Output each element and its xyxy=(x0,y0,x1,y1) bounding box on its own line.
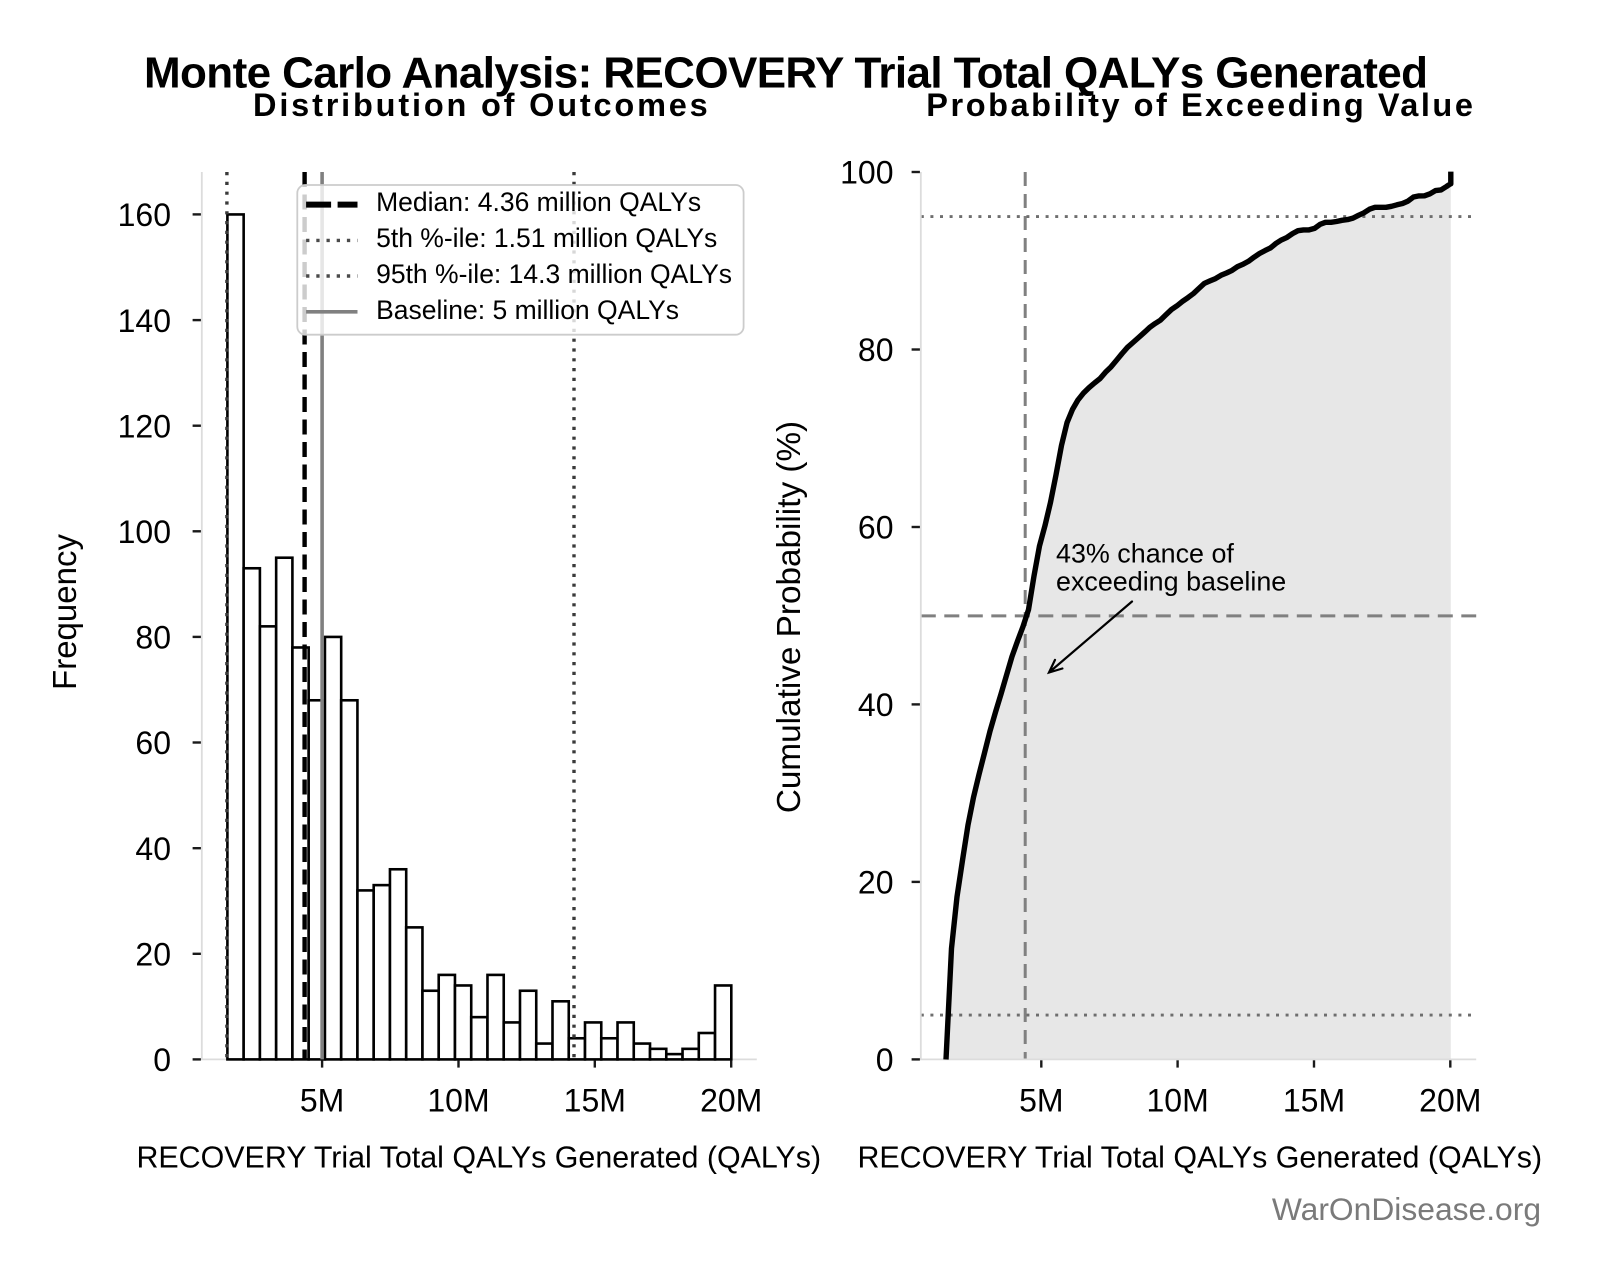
svg-text:43% chance of: 43% chance of xyxy=(1056,539,1234,569)
svg-text:RECOVERY Trial Total QALYs Gen: RECOVERY Trial Total QALYs Generated (QA… xyxy=(857,1141,1542,1175)
svg-text:60: 60 xyxy=(858,510,894,546)
svg-text:100: 100 xyxy=(840,155,893,191)
svg-text:15M: 15M xyxy=(564,1083,626,1119)
svg-text:120: 120 xyxy=(118,408,171,444)
svg-text:RECOVERY Trial Total QALYs Gen: RECOVERY Trial Total QALYs Generated (QA… xyxy=(136,1141,821,1175)
svg-text:160: 160 xyxy=(118,197,171,233)
svg-text:0: 0 xyxy=(153,1042,171,1078)
svg-text:exceeding baseline: exceeding baseline xyxy=(1056,567,1286,597)
svg-text:20: 20 xyxy=(858,865,894,901)
svg-text:Cumulative Probability (%): Cumulative Probability (%) xyxy=(771,421,808,813)
svg-text:Probability of Exceeding Value: Probability of Exceeding Value xyxy=(926,87,1473,123)
svg-text:5M: 5M xyxy=(300,1083,344,1119)
svg-text:10M: 10M xyxy=(1146,1083,1208,1119)
svg-text:20M: 20M xyxy=(1419,1083,1481,1119)
svg-text:40: 40 xyxy=(135,831,171,867)
svg-text:100: 100 xyxy=(118,514,171,550)
svg-text:Distribution of Outcomes: Distribution of Outcomes xyxy=(253,87,708,123)
svg-text:20M: 20M xyxy=(700,1083,762,1119)
svg-text:Monte Carlo Analysis: RECOVERY: Monte Carlo Analysis: RECOVERY Trial Tot… xyxy=(144,49,1428,98)
svg-text:0: 0 xyxy=(876,1042,894,1078)
svg-text:80: 80 xyxy=(135,620,171,656)
svg-text:15M: 15M xyxy=(1283,1083,1345,1119)
svg-text:Baseline: 5 million QALYs: Baseline: 5 million QALYs xyxy=(376,295,679,325)
svg-text:Median: 4.36 million QALYs: Median: 4.36 million QALYs xyxy=(376,187,701,217)
svg-text:5th %-ile: 1.51 million QALYs: 5th %-ile: 1.51 million QALYs xyxy=(376,223,717,253)
svg-text:Frequency: Frequency xyxy=(46,534,83,690)
svg-text:WarOnDisease.org: WarOnDisease.org xyxy=(1272,1191,1541,1227)
svg-text:20: 20 xyxy=(135,937,171,973)
svg-text:95th %-ile: 14.3 million QALYs: 95th %-ile: 14.3 million QALYs xyxy=(376,259,732,289)
svg-text:80: 80 xyxy=(858,332,894,368)
svg-text:10M: 10M xyxy=(427,1083,489,1119)
svg-text:40: 40 xyxy=(858,687,894,723)
svg-text:60: 60 xyxy=(135,725,171,761)
svg-text:140: 140 xyxy=(118,303,171,339)
svg-text:5M: 5M xyxy=(1019,1083,1063,1119)
